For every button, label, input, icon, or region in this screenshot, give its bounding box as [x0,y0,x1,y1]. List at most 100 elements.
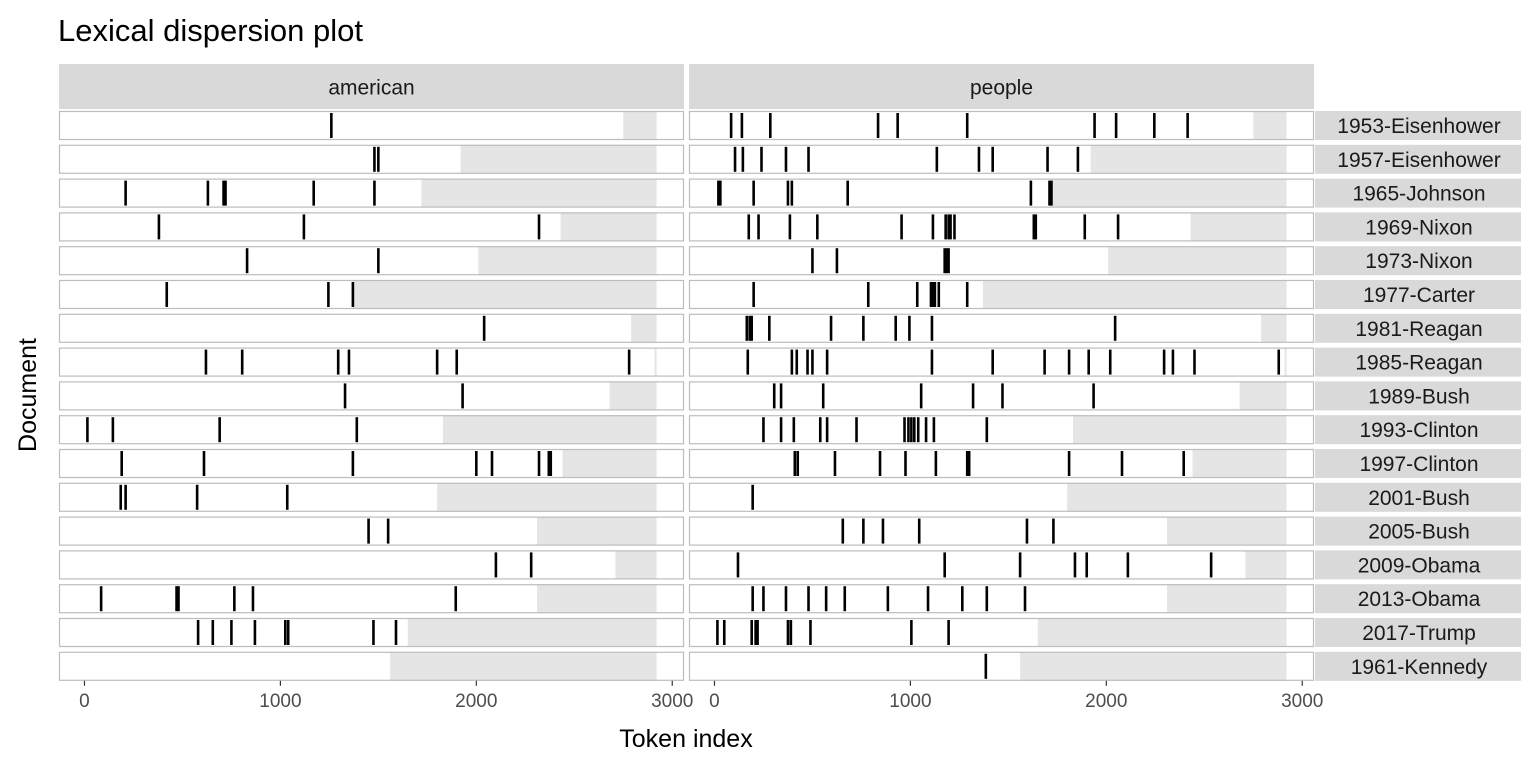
beyond-length-region [1067,482,1287,512]
row-strip-label: 1981-Reagan [1355,318,1482,341]
row-panel-border [58,279,685,310]
row-panel-border [58,516,685,546]
row-panel-border [58,178,685,208]
row-panel-border [58,381,685,411]
row-strip-label: 1973-Nixon [1365,250,1472,273]
row-panel-bg [59,347,684,377]
beyond-length-region [1073,415,1287,445]
beyond-length-region [1192,449,1287,478]
row-panel-border [688,381,1315,411]
x-tick-label: 3000 [651,691,693,712]
row-panel-border [688,246,1315,276]
row-strip-label: 1989-Bush [1368,385,1470,408]
row-strip-label: 1961-Kennedy [1351,656,1488,679]
beyond-length-region [560,212,657,242]
beyond-length-region [1261,313,1287,343]
beyond-length-region [1239,381,1287,411]
row-strip-label: 1977-Carter [1363,284,1475,307]
x-axis-label: Token index [619,725,753,753]
row-strip-label: 2013-Obama [1358,588,1481,611]
beyond-length-region [654,347,657,377]
beyond-length-region [1051,178,1287,208]
row-strip [1315,212,1521,242]
x-tick-label: 1000 [889,691,931,712]
panel-strip-people [689,64,1314,109]
row-panel-border [58,144,685,174]
panel-strip-american [59,64,684,109]
beyond-length-region [1020,651,1287,681]
row-strip [1315,144,1521,174]
plot-layer: american people 1953-Eisenhower 1957-Eisenh… [58,64,1521,712]
row-panel-border [688,110,1315,141]
beyond-length-region [1108,246,1287,276]
row-panel-bg [59,550,684,580]
beyond-length-region [390,651,657,681]
row-strip-label: 2017-Trump [1362,622,1476,645]
x-tick-label: 0 [709,691,720,712]
row-panel-bg [59,381,684,411]
x-tick-label: 2000 [455,691,497,712]
beyond-length-region [1037,618,1287,647]
row-panel-border [688,178,1315,208]
beyond-length-region [631,313,657,343]
row-strip-label: 1965-Johnson [1352,183,1485,206]
row-panel-border [688,584,1315,614]
row-strip [1315,516,1521,546]
row-strip-label: 1953-Eisenhower [1337,115,1500,138]
row-panel-bg [689,550,1314,580]
row-panel-border [688,212,1315,242]
row-panel-border [58,246,685,276]
beyond-length-region [352,280,657,309]
row-panel-border [688,651,1315,681]
panel-strip-label-american: american [328,77,414,100]
row-panel-border [58,617,685,648]
row-strip [1315,246,1521,276]
row-strip [1315,651,1521,681]
row-strip-label: 2009-Obama [1358,554,1481,577]
row-panel-border [58,347,685,377]
row-strip-label: 1993-Clinton [1359,419,1478,442]
row-panel-border [688,313,1315,343]
beyond-length-region [615,550,657,580]
row-panel-border [688,550,1315,580]
row-panel-border [58,651,685,681]
beyond-length-region [437,482,657,512]
row-strip [1315,313,1521,343]
row-panel-border [58,584,685,614]
row-strip [1315,178,1521,208]
row-panel-border [688,482,1315,512]
y-axis-label: Document [14,338,42,452]
beyond-length-region [982,280,1287,309]
row-strip-label: 2001-Bush [1368,487,1470,510]
beyond-length-region [421,178,657,208]
row-strip-label: 1997-Clinton [1359,453,1478,476]
row-panel-bg [59,313,684,343]
beyond-length-region [407,618,657,647]
beyond-length-region [562,449,657,478]
panel-strip-label-people: people [970,77,1033,100]
row-strip [1315,550,1521,580]
beyond-length-region [1190,212,1287,242]
row-strip [1315,482,1521,512]
beyond-length-region [1284,347,1287,377]
beyond-length-region [1167,584,1287,614]
beyond-length-region [1245,550,1287,580]
beyond-length-region [1090,144,1287,174]
beyond-length-region [1253,111,1287,140]
row-strip-label: 1969-Nixon [1365,216,1472,239]
beyond-length-region [443,415,657,445]
row-panel-border [58,415,685,445]
beyond-length-region [460,144,657,174]
row-strip [1315,449,1521,478]
row-strip [1315,584,1521,614]
row-panel-bg [59,111,684,140]
row-strip-label: 1985-Reagan [1355,352,1482,375]
row-strip-label: 2005-Bush [1368,521,1470,544]
x-tick-label: 1000 [259,691,301,712]
row-strip [1315,618,1521,647]
chart-title: Lexical dispersion plot [58,13,363,48]
row-strip [1315,415,1521,445]
row-panel-border [58,313,685,343]
beyond-length-region [623,111,657,140]
